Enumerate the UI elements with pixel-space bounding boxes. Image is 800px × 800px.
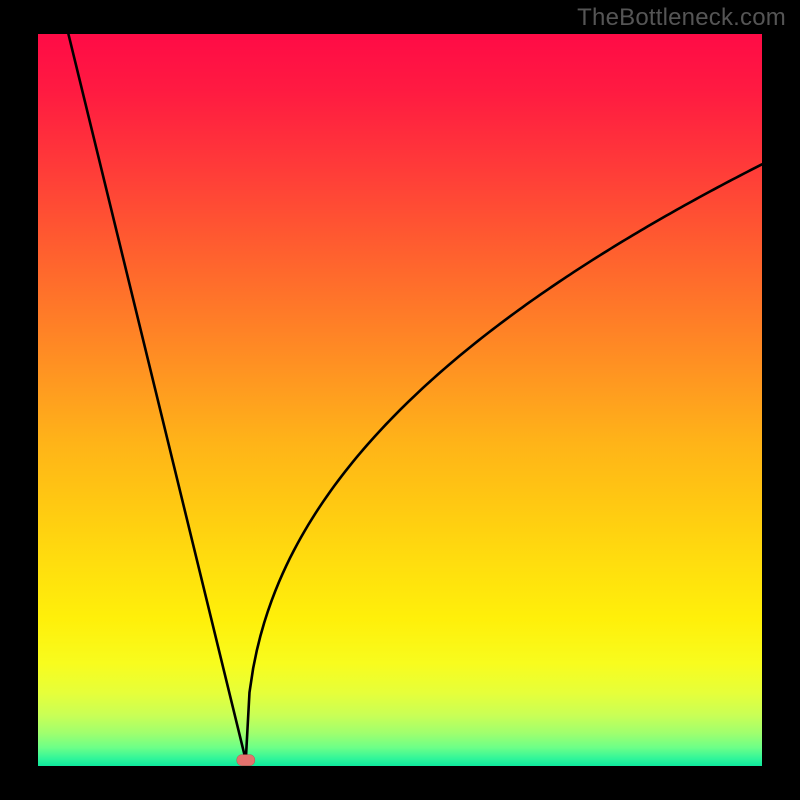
- bottleneck-chart: [0, 0, 800, 800]
- watermark-text: TheBottleneck.com: [577, 4, 786, 32]
